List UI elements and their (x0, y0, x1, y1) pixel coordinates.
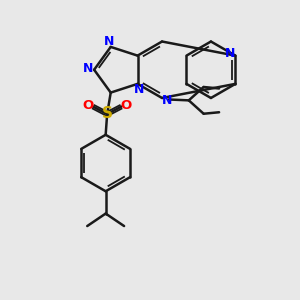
Text: O: O (121, 100, 132, 112)
Text: N: N (134, 83, 144, 96)
Text: O: O (82, 100, 94, 112)
Text: N: N (162, 94, 172, 107)
Text: N: N (82, 62, 93, 75)
Text: N: N (225, 47, 235, 60)
Text: N: N (104, 35, 114, 48)
Text: S: S (102, 106, 113, 122)
